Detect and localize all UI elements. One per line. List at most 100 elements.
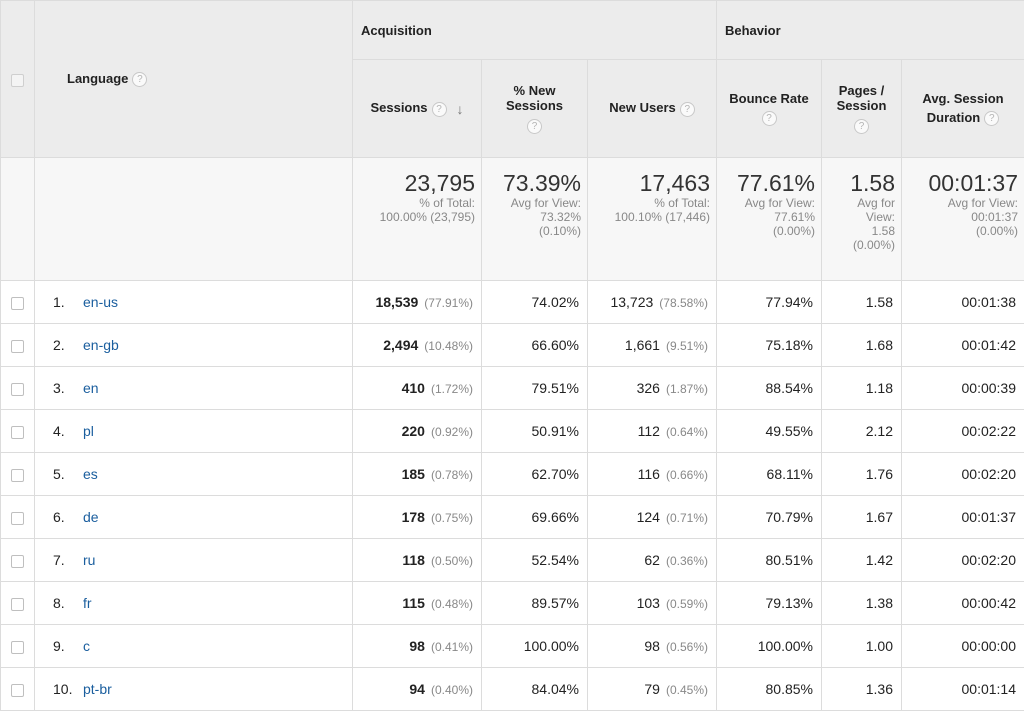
- pages-session-cell: 1.42: [822, 539, 902, 582]
- new-users-percent: (0.59%): [666, 597, 708, 611]
- row-index: 5.: [53, 466, 83, 482]
- summary-pct-new-line1: Avg for View:: [486, 196, 581, 210]
- row-index: 9.: [53, 638, 83, 654]
- row-checkbox[interactable]: [11, 555, 24, 568]
- row-checkbox[interactable]: [11, 512, 24, 525]
- language-link[interactable]: pt-br: [83, 681, 112, 697]
- table-row: 6.de 178(0.75%) 69.66% 124(0.71%) 70.79%…: [1, 496, 1024, 539]
- language-link[interactable]: fr: [83, 595, 92, 611]
- summary-new-users-line2: 100.10% (17,446): [592, 210, 710, 224]
- row-checkbox[interactable]: [11, 340, 24, 353]
- row-checkbox[interactable]: [11, 469, 24, 482]
- new-users-value: 103: [637, 595, 660, 611]
- pages-session-header-line1: Pages /: [826, 83, 897, 98]
- new-users-percent: (0.71%): [666, 511, 708, 525]
- language-cell: 9.c: [35, 625, 353, 668]
- new-users-percent: (0.45%): [666, 683, 708, 697]
- pct-new-sessions-cell: 50.91%: [482, 410, 588, 453]
- summary-pages-session-value: 1.58: [826, 170, 895, 196]
- language-cell: 3.en: [35, 367, 353, 410]
- row-index: 6.: [53, 509, 83, 525]
- sessions-cell: 18,539(77.91%): [353, 281, 482, 324]
- new-users-value: 98: [644, 638, 660, 654]
- row-index: 4.: [53, 423, 83, 439]
- pages-session-cell: 1.67: [822, 496, 902, 539]
- new-users-cell: 13,723(78.58%): [588, 281, 717, 324]
- row-index: 7.: [53, 552, 83, 568]
- sessions-header[interactable]: Sessions? ↓: [353, 60, 482, 158]
- language-link[interactable]: de: [83, 509, 99, 525]
- row-checkbox[interactable]: [11, 641, 24, 654]
- row-checkbox[interactable]: [11, 426, 24, 439]
- sessions-cell: 178(0.75%): [353, 496, 482, 539]
- help-icon[interactable]: ?: [762, 111, 777, 126]
- pct-new-sessions-cell: 89.57%: [482, 582, 588, 625]
- language-link[interactable]: pl: [83, 423, 94, 439]
- summary-bounce-rate-line3: (0.00%): [721, 224, 815, 238]
- pages-session-header-line2: Session: [826, 98, 897, 113]
- language-link[interactable]: ru: [83, 552, 95, 568]
- avg-session-duration-cell: 00:02:20: [902, 453, 1024, 496]
- pages-session-cell: 1.36: [822, 668, 902, 711]
- sessions-value: 118: [402, 552, 425, 568]
- help-icon[interactable]: ?: [984, 111, 999, 126]
- help-icon[interactable]: ?: [132, 72, 147, 87]
- new-users-header[interactable]: New Users?: [588, 60, 717, 158]
- row-checkbox[interactable]: [11, 297, 24, 310]
- pct-new-sessions-cell: 74.02%: [482, 281, 588, 324]
- summary-bounce-rate-line1: Avg for View:: [721, 196, 815, 210]
- pages-session-cell: 1.58: [822, 281, 902, 324]
- avg-session-duration-cell: 00:01:37: [902, 496, 1024, 539]
- pages-session-header[interactable]: Pages / Session ?: [822, 60, 902, 158]
- bounce-rate-cell: 77.94%: [717, 281, 822, 324]
- new-users-value: 13,723: [610, 294, 653, 310]
- sessions-percent: (77.91%): [424, 296, 473, 310]
- summary-bounce-rate-value: 77.61%: [721, 170, 815, 196]
- row-checkbox[interactable]: [11, 684, 24, 697]
- sort-descending-icon[interactable]: ↓: [457, 102, 464, 117]
- bounce-rate-header[interactable]: Bounce Rate ?: [717, 60, 822, 158]
- select-all-checkbox[interactable]: [11, 74, 24, 87]
- help-icon[interactable]: ?: [680, 102, 695, 117]
- summary-row: 23,795 % of Total: 100.00% (23,795) 73.3…: [1, 158, 1024, 281]
- language-cell: 7.ru: [35, 539, 353, 582]
- table-row: 3.en 410(1.72%) 79.51% 326(1.87%) 88.54%…: [1, 367, 1024, 410]
- sessions-percent: (0.75%): [431, 511, 473, 525]
- avg-session-duration-header[interactable]: Avg. Session Duration?: [902, 60, 1024, 158]
- summary-pct-new-line3: (0.10%): [486, 224, 581, 238]
- avg-session-duration-cell: 00:02:22: [902, 410, 1024, 453]
- pct-new-sessions-header-line1: % New: [486, 83, 583, 98]
- pct-new-sessions-header[interactable]: % New Sessions ?: [482, 60, 588, 158]
- behavior-group-header: Behavior: [717, 1, 1024, 60]
- help-icon[interactable]: ?: [854, 119, 869, 134]
- sessions-percent: (0.78%): [431, 468, 473, 482]
- summary-new-users-value: 17,463: [592, 170, 710, 196]
- new-users-value: 116: [638, 466, 660, 482]
- language-link[interactable]: c: [83, 638, 90, 654]
- pages-session-cell: 1.38: [822, 582, 902, 625]
- sessions-value: 2,494: [383, 337, 418, 353]
- help-icon[interactable]: ?: [527, 119, 542, 134]
- language-link[interactable]: en: [83, 380, 99, 396]
- language-header[interactable]: Language?: [35, 1, 353, 158]
- bounce-rate-cell: 68.11%: [717, 453, 822, 496]
- row-checkbox[interactable]: [11, 598, 24, 611]
- help-icon[interactable]: ?: [432, 102, 447, 117]
- language-link[interactable]: en-gb: [83, 337, 119, 353]
- language-link[interactable]: en-us: [83, 294, 118, 310]
- summary-bounce-rate: 77.61% Avg for View: 77.61% (0.00%): [717, 158, 822, 281]
- summary-pages-session-line2: View:: [826, 210, 895, 224]
- bounce-rate-cell: 49.55%: [717, 410, 822, 453]
- summary-sessions-line2: 100.00% (23,795): [357, 210, 475, 224]
- sessions-header-label: Sessions: [370, 100, 427, 115]
- language-link[interactable]: es: [83, 466, 98, 482]
- new-users-value: 79: [644, 681, 660, 697]
- new-users-cell: 103 (0.59%): [588, 582, 717, 625]
- summary-new-users: 17,463 % of Total: 100.10% (17,446): [588, 158, 717, 281]
- row-index: 8.: [53, 595, 83, 611]
- language-cell: 6.de: [35, 496, 353, 539]
- bounce-rate-header-label: Bounce Rate: [721, 91, 817, 106]
- summary-pages-session: 1.58 Avg for View: 1.58 (0.00%): [822, 158, 902, 281]
- summary-pages-session-line3: 1.58: [826, 224, 895, 238]
- row-checkbox[interactable]: [11, 383, 24, 396]
